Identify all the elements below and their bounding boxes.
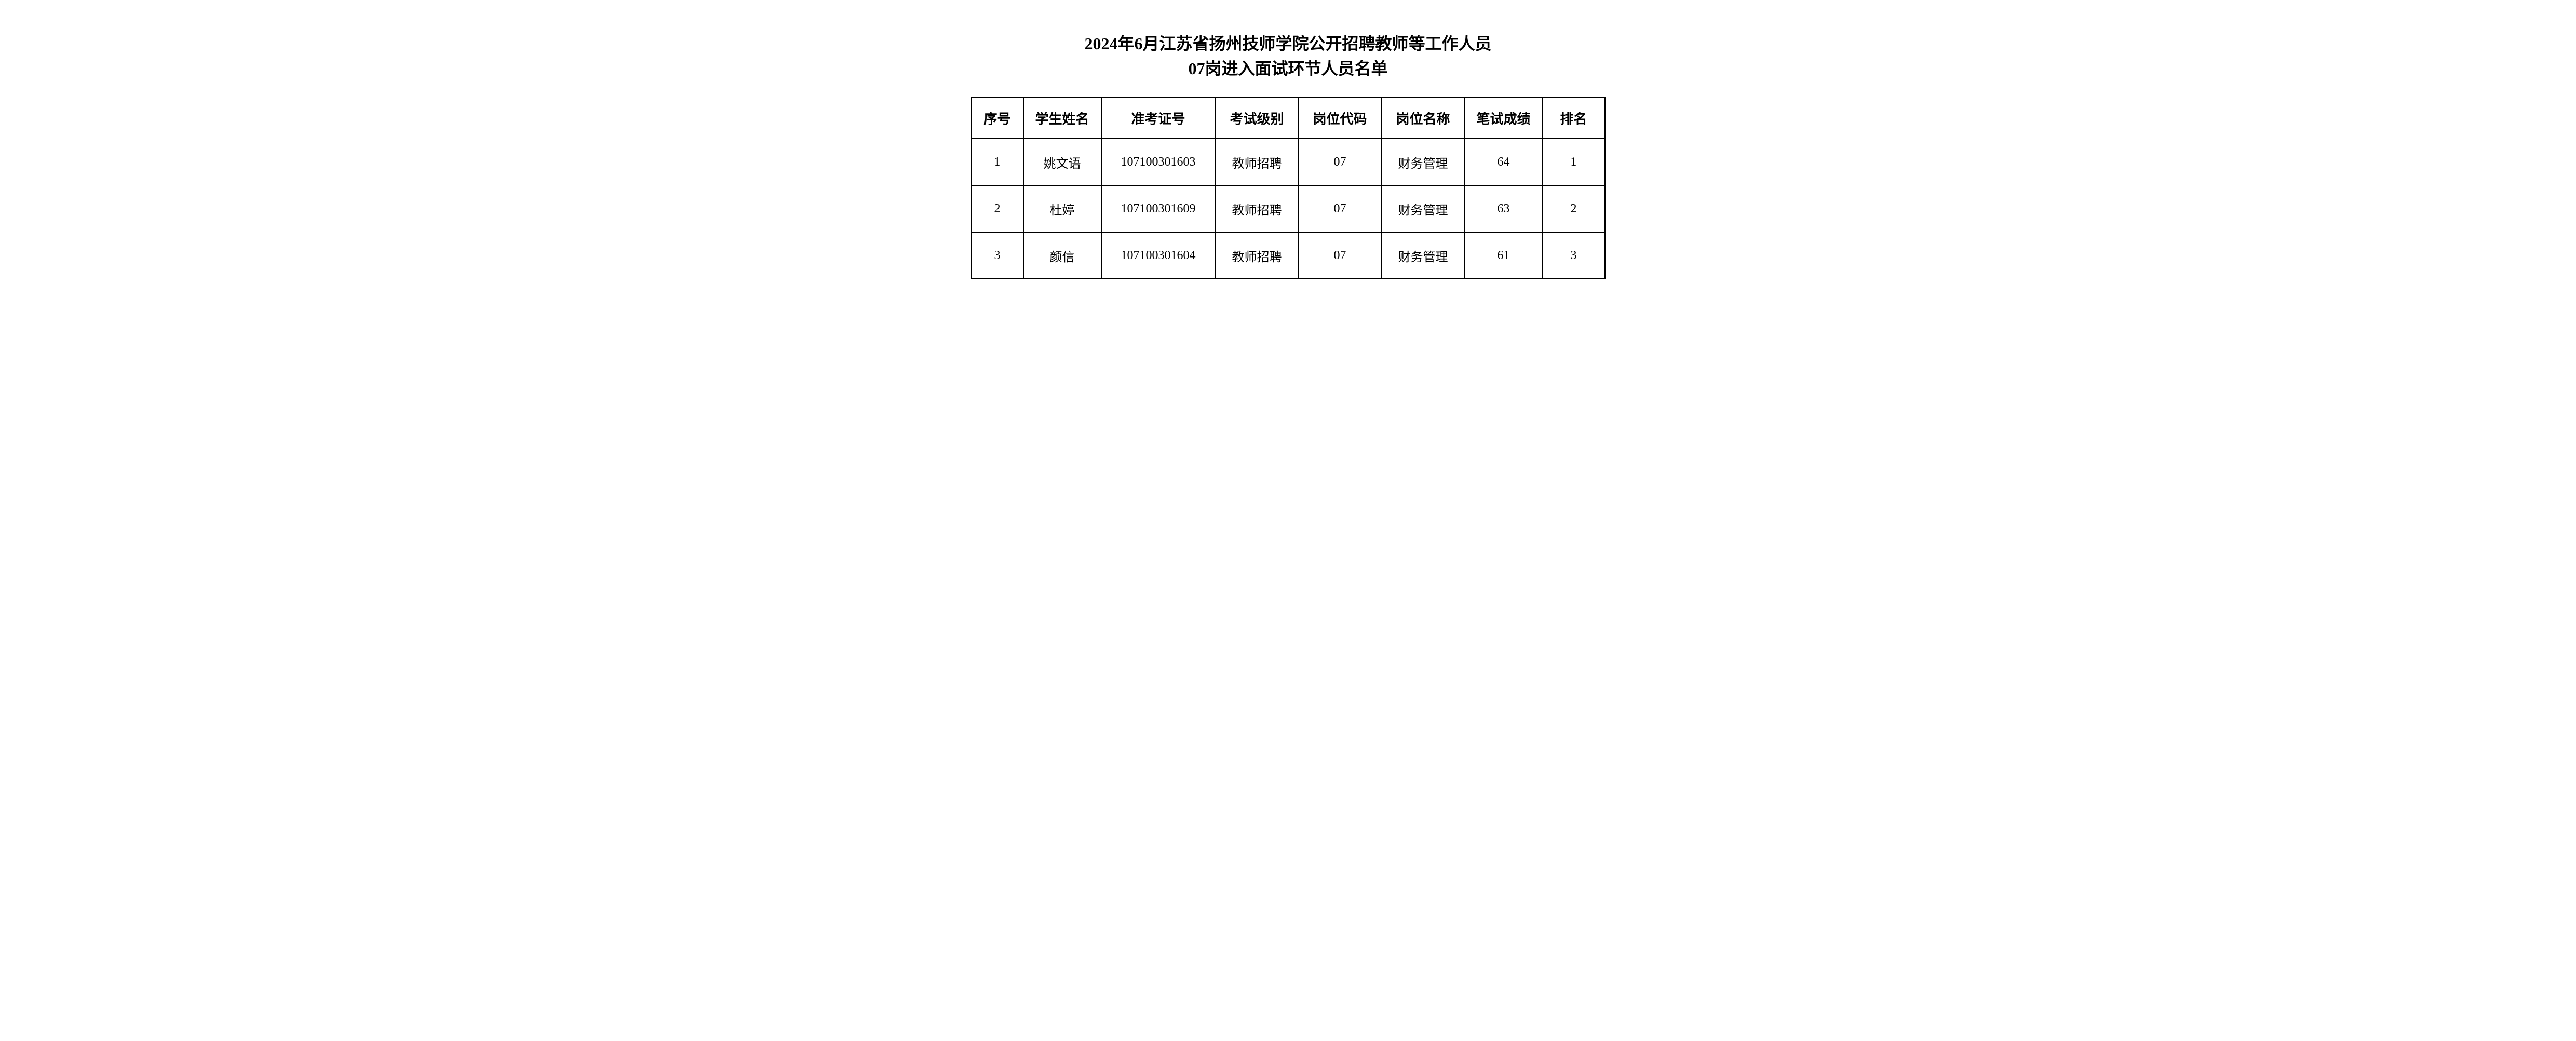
table-cell: 107100301609 — [1101, 185, 1216, 232]
table-cell: 107100301603 — [1101, 139, 1216, 185]
table-header-cell: 准考证号 — [1101, 97, 1216, 139]
table-cell: 61 — [1465, 232, 1543, 279]
table-row: 2杜婷107100301609教师招聘07财务管理632 — [972, 185, 1605, 232]
table-cell: 教师招聘 — [1216, 139, 1299, 185]
table-cell: 07 — [1299, 185, 1382, 232]
table-cell: 教师招聘 — [1216, 232, 1299, 279]
document-title: 2024年6月江苏省扬州技师学院公开招聘教师等工作人员 07岗进入面试环节人员名… — [1084, 31, 1491, 81]
table-cell: 107100301604 — [1101, 232, 1216, 279]
table-row: 3颜信107100301604教师招聘07财务管理613 — [972, 232, 1605, 279]
table-cell: 颜信 — [1023, 232, 1101, 279]
title-line-2: 07岗进入面试环节人员名单 — [1084, 56, 1491, 81]
table-cell: 64 — [1465, 139, 1543, 185]
table-header-cell: 岗位代码 — [1299, 97, 1382, 139]
table-cell: 教师招聘 — [1216, 185, 1299, 232]
table-header-cell: 笔试成绩 — [1465, 97, 1543, 139]
table-cell: 财务管理 — [1382, 185, 1465, 232]
table-header-cell: 序号 — [972, 97, 1023, 139]
table-cell: 姚文语 — [1023, 139, 1101, 185]
table-cell: 杜婷 — [1023, 185, 1101, 232]
table-cell: 3 — [972, 232, 1023, 279]
table-header-cell: 岗位名称 — [1382, 97, 1465, 139]
table-header-cell: 考试级别 — [1216, 97, 1299, 139]
table-header-row: 序号学生姓名准考证号考试级别岗位代码岗位名称笔试成绩排名 — [972, 97, 1605, 139]
table-row: 1姚文语107100301603教师招聘07财务管理641 — [972, 139, 1605, 185]
table-cell: 财务管理 — [1382, 232, 1465, 279]
table-body: 1姚文语107100301603教师招聘07财务管理6412杜婷10710030… — [972, 139, 1605, 279]
table-cell: 1 — [1543, 139, 1605, 185]
title-line-1: 2024年6月江苏省扬州技师学院公开招聘教师等工作人员 — [1084, 31, 1491, 56]
table-cell: 07 — [1299, 232, 1382, 279]
table-cell: 1 — [972, 139, 1023, 185]
table-cell: 2 — [1543, 185, 1605, 232]
results-table: 序号学生姓名准考证号考试级别岗位代码岗位名称笔试成绩排名 1姚文语1071003… — [971, 97, 1606, 279]
table-cell: 2 — [972, 185, 1023, 232]
table-cell: 财务管理 — [1382, 139, 1465, 185]
table-header-cell: 学生姓名 — [1023, 97, 1101, 139]
table-header-cell: 排名 — [1543, 97, 1605, 139]
table-cell: 63 — [1465, 185, 1543, 232]
table-cell: 3 — [1543, 232, 1605, 279]
table-cell: 07 — [1299, 139, 1382, 185]
